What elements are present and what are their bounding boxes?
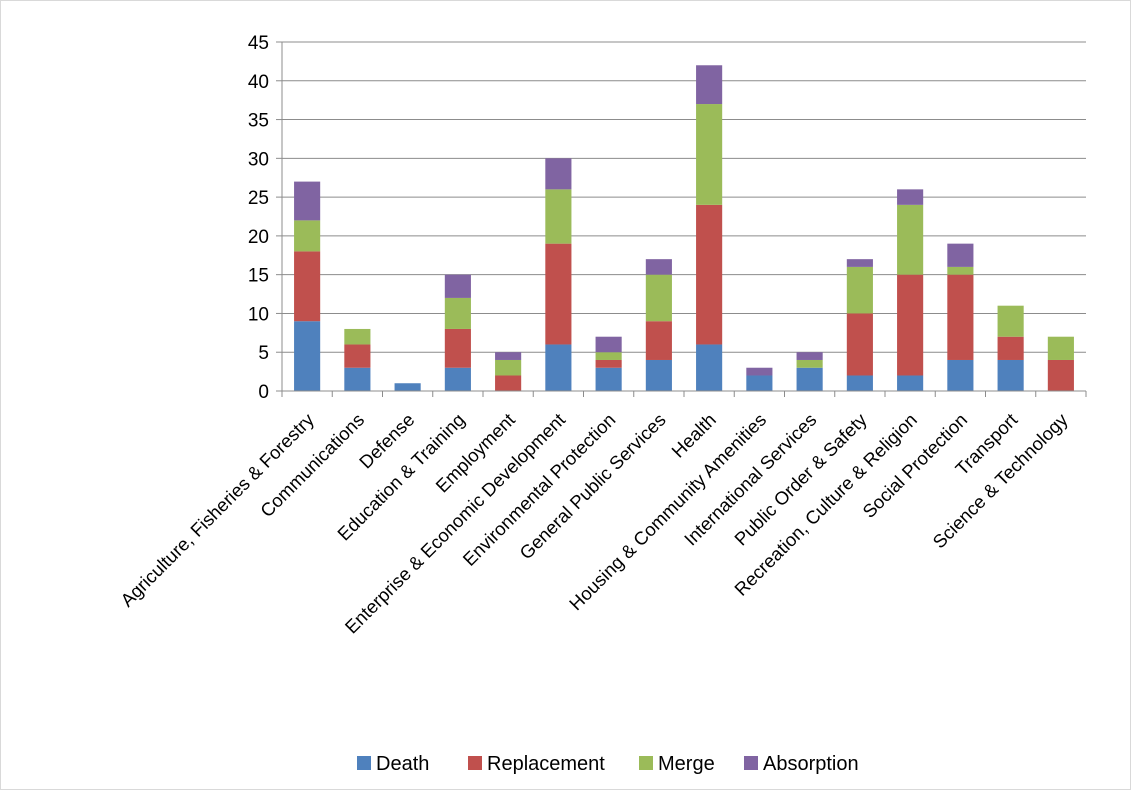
bar-communications-merge: [344, 328, 371, 345]
legend-swatch-death: [357, 756, 371, 770]
y-tick-label-35: 35: [248, 111, 269, 132]
bar-employment-replacement: [495, 375, 522, 391]
legend-label-absorption: Absorption: [763, 753, 859, 775]
legend-label-death: Death: [376, 753, 429, 775]
bar-transport-death: [997, 359, 1024, 391]
y-tick-label-10: 10: [248, 304, 269, 325]
bar-public-order-safety-absorption: [846, 259, 873, 267]
bar-agriculture-fisheries-forestry-death: [294, 321, 321, 391]
y-tick-label-5: 5: [258, 343, 269, 364]
bar-education-training-replacement: [444, 328, 471, 368]
y-tick-label-20: 20: [248, 227, 269, 248]
bar-employment-absorption: [495, 352, 522, 360]
bar-science-technology-merge: [1047, 336, 1074, 360]
bar-general-public-services-merge: [645, 274, 672, 322]
bar-environmental-protection-merge: [595, 352, 622, 360]
bar-general-public-services-replacement: [645, 321, 672, 360]
bar-health-death: [696, 344, 723, 391]
bar-education-training-death: [444, 367, 471, 391]
bar-public-order-safety-death: [846, 375, 873, 391]
bar-agriculture-fisheries-forestry-absorption: [294, 181, 321, 221]
bar-employment-merge: [495, 359, 522, 376]
bar-communications-replacement: [344, 344, 371, 368]
bar-social-protection-replacement: [947, 274, 974, 360]
y-tick-label-0: 0: [258, 382, 269, 403]
y-tick-label-40: 40: [248, 72, 269, 93]
legend-swatch-merge: [639, 756, 653, 770]
bar-enterprise-economic-development-merge: [545, 189, 572, 244]
y-tick-label-25: 25: [248, 188, 269, 209]
bar-enterprise-economic-development-replacement: [545, 243, 572, 345]
bar-recreation-culture-religion-absorption: [897, 189, 924, 205]
bar-recreation-culture-religion-replacement: [897, 274, 924, 376]
bar-defense-death: [394, 383, 421, 391]
bar-housing-community-amenities-absorption: [746, 367, 773, 376]
x-category-label-agriculture-fisheries-forestry: Agriculture, Fisheries & Forestry: [116, 408, 318, 610]
bar-social-protection-absorption: [947, 243, 974, 267]
bar-international-services-merge: [796, 359, 823, 368]
bar-education-training-merge: [444, 297, 471, 329]
bar-social-protection-death: [947, 359, 974, 391]
bar-education-training-absorption: [444, 274, 471, 298]
legend-label-merge: Merge: [658, 753, 715, 775]
bar-communications-death: [344, 367, 371, 391]
bar-housing-community-amenities-death: [746, 375, 773, 391]
y-tick-label-45: 45: [248, 33, 269, 54]
bar-health-merge: [696, 104, 723, 205]
legend-label-replacement: Replacement: [487, 753, 605, 775]
bar-environmental-protection-replacement: [595, 359, 622, 368]
bar-recreation-culture-religion-death: [897, 375, 924, 391]
bar-environmental-protection-absorption: [595, 336, 622, 353]
legend: Death Replacement Merge Absorption: [357, 753, 859, 775]
bar-social-protection-merge: [947, 266, 974, 275]
y-tick-label-30: 30: [248, 149, 269, 170]
bar-enterprise-economic-development-absorption: [545, 158, 572, 190]
legend-swatch-absorption: [744, 756, 758, 770]
bar-health-absorption: [696, 65, 723, 105]
bar-international-services-absorption: [796, 352, 823, 360]
legend-swatch-replacement: [468, 756, 482, 770]
bars: [294, 65, 1074, 391]
y-axis-tick-labels: 0 5 10 15 20 25 30 35 40 45: [248, 33, 269, 403]
bar-transport-merge: [997, 305, 1024, 337]
bar-enterprise-economic-development-death: [545, 344, 572, 391]
bar-international-services-death: [796, 367, 823, 391]
bar-science-technology-replacement: [1047, 359, 1074, 391]
bar-public-order-safety-replacement: [846, 313, 873, 376]
gridlines: [282, 41, 1086, 353]
y-tick-label-15: 15: [248, 266, 269, 287]
bar-health-replacement: [696, 204, 723, 345]
bar-agriculture-fisheries-forestry-merge: [294, 220, 321, 252]
x-axis-category-labels: Agriculture, Fisheries & ForestryCommuni…: [116, 408, 1072, 637]
bar-general-public-services-death: [645, 359, 672, 391]
x-category-label-recreation-culture-religion: Recreation, Culture & Religion: [730, 409, 921, 600]
bar-public-order-safety-merge: [846, 266, 873, 314]
bar-transport-replacement: [997, 336, 1024, 360]
bar-recreation-culture-religion-merge: [897, 204, 924, 275]
axes: [276, 41, 1087, 397]
bar-general-public-services-absorption: [645, 259, 672, 275]
bar-environmental-protection-death: [595, 367, 622, 391]
bar-agriculture-fisheries-forestry-replacement: [294, 251, 321, 322]
